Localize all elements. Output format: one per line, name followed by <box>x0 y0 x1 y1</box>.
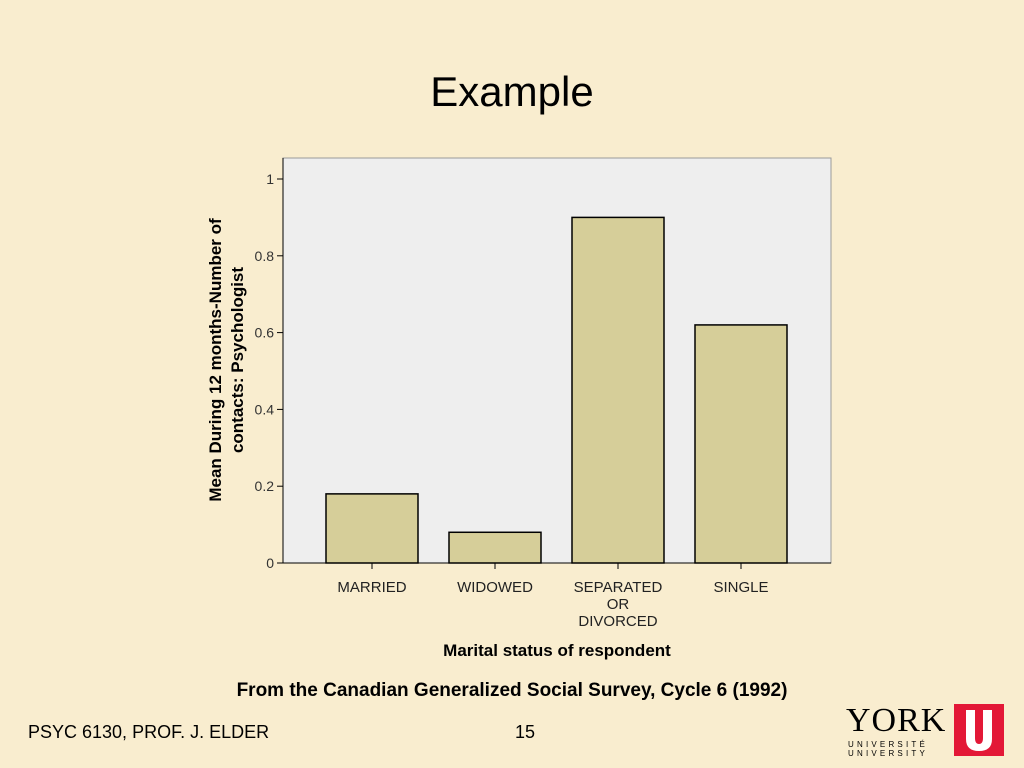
x-tick-label: SEPARATED <box>574 579 663 596</box>
y-tick-label: 0.2 <box>255 478 275 494</box>
page-number: 15 <box>514 722 536 742</box>
source-caption: From the Canadian Generalized Social Sur… <box>236 680 788 701</box>
y-axis-title-line: contacts: Psychologist <box>228 267 247 453</box>
y-axis-title: Mean During 12 months-Number of contacts:… <box>206 218 247 502</box>
logo-line-english: UNIVERSITY <box>848 749 929 758</box>
bar-chart: 0 0.2 0.4 0.6 0.8 1 MARRIED WIDOWED SEPARATEDORD… <box>206 157 832 660</box>
x-axis-title: Marital status of respondent <box>443 641 671 660</box>
york-u-icon <box>954 704 1004 756</box>
x-tick-label: WIDOWED <box>457 579 533 596</box>
course-footer: PSYC 6130, PROF. J. ELDER <box>28 722 270 742</box>
bar <box>694 324 788 564</box>
y-tick-label: 0.4 <box>255 401 275 417</box>
bars <box>325 216 788 564</box>
y-tick-label: 1 <box>266 171 274 187</box>
logo-line-french: UNIVERSITÉ <box>848 740 929 749</box>
x-tick-label: OR <box>607 596 630 613</box>
y-axis-title-line: Mean During 12 months-Number of <box>206 218 225 502</box>
labels: 0 0.2 0.4 0.6 0.8 1 MARRIED WIDOWED SEPARATEDORD… <box>206 171 769 660</box>
logo-wordmark: YORK <box>846 702 947 739</box>
bar <box>571 216 665 564</box>
y-tick-label: 0.6 <box>255 325 275 341</box>
slide-title: Example <box>430 68 594 115</box>
york-university-logo: YORK UNIVERSITÉ UNIVERSITY <box>846 704 1008 758</box>
x-tick-label: DIVORCED <box>578 613 657 630</box>
bar <box>325 493 419 564</box>
x-tick-label: MARRIED <box>337 579 406 596</box>
bar <box>448 531 542 564</box>
y-tick-label: 0 <box>266 555 274 571</box>
x-tick-label: SINGLE <box>713 579 768 596</box>
y-tick-label: 0.8 <box>255 248 275 264</box>
